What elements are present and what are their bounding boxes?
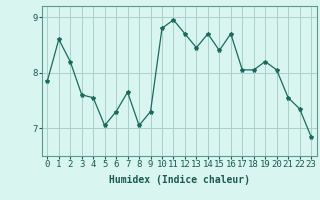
X-axis label: Humidex (Indice chaleur): Humidex (Indice chaleur) (109, 175, 250, 185)
